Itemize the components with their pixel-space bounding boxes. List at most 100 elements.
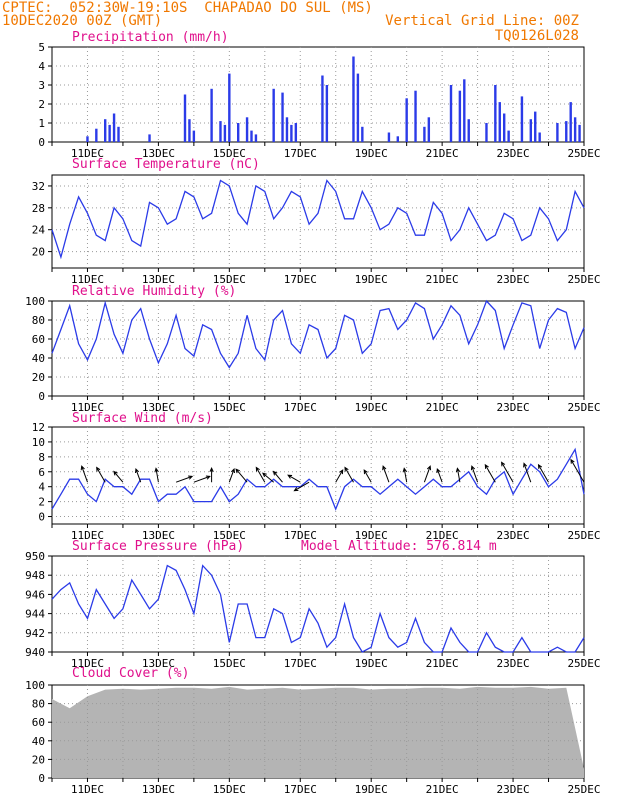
wind-arrow [436, 468, 443, 483]
cloud-xtick-label: 15DEC [213, 783, 246, 796]
humidity-frame [51, 300, 585, 397]
wind-xtick-label: 15DEC [213, 529, 246, 542]
wind-arrow [262, 472, 275, 483]
cloud-xtick-label: 21DEC [426, 783, 459, 796]
precip-ytick-label: 4 [38, 60, 45, 73]
precip-ytick-label: 3 [38, 79, 45, 92]
wind-arrow [484, 463, 496, 483]
precip-bar [250, 130, 253, 142]
temperature-panel: 20 24 28 32 11DEC 13DEC 15DEC 17DEC 19DEC 21DEC 23… [32, 157, 601, 286]
humidity-xtick-label: 21DEC [426, 401, 459, 414]
pressure-xtick-label: 19DEC [355, 657, 388, 670]
wind-arrow [537, 463, 549, 483]
wind-title: Surface Wind (m/s) [72, 411, 213, 426]
precip-bar [467, 119, 470, 142]
precip-bar [210, 88, 213, 142]
wind-arrow [523, 462, 532, 483]
precip-bar [228, 73, 231, 142]
precip-bar [272, 88, 275, 142]
precip-bar [529, 119, 532, 142]
precip-bar [352, 56, 355, 142]
cloud-xtick-label: 25DEC [567, 783, 600, 796]
pressure-ytick-label: 950 [25, 550, 45, 563]
pressure-frame [51, 555, 585, 653]
precip-bar [108, 124, 111, 142]
pressure-ytick-label: 940 [25, 646, 45, 659]
wind-arrow [382, 465, 390, 483]
humidity-ytick-label: 0 [38, 390, 45, 403]
humidity-xtick-label: 11DEC [71, 401, 104, 414]
precip-bar [494, 85, 497, 142]
precip-bar [117, 126, 120, 142]
wind-xtick-label: 11DEC [71, 529, 104, 542]
precip-bar [294, 123, 298, 142]
cloud-ytick-label: 20 [32, 753, 45, 766]
wind-arrow [193, 475, 211, 483]
precip-bar [95, 128, 98, 142]
wind-arrow [209, 467, 214, 483]
pressure-ytick-label: 944 [25, 608, 45, 621]
wind-xtick-label: 13DEC [142, 529, 175, 542]
precip-bar [86, 136, 89, 142]
precip-bar [414, 90, 417, 142]
wind-ytick-label: 0 [38, 511, 45, 524]
humidity-ytick-label: 80 [32, 314, 45, 327]
precip-bar [321, 75, 324, 142]
wind-xtick-label: 25DEC [567, 529, 600, 542]
temperature-xtick-label: 19DEC [355, 273, 388, 286]
pressure-title: Surface Pressure (hPa) [72, 539, 244, 554]
cloud-panel: 0 20 40 60 80 100 11DEC 13DEC 15DEC 17DEC 19DEC 21D… [25, 666, 600, 796]
pressure-series-line [51, 564, 585, 653]
precip-bar [361, 126, 364, 142]
precip-bar [463, 79, 466, 142]
wind-arrow [235, 468, 248, 483]
wind-arrow [228, 468, 235, 483]
wind-arrow [80, 465, 88, 483]
precip-xtick-label: 11DEC [71, 147, 104, 160]
wind-arrow [287, 474, 301, 483]
precip-bar [290, 124, 293, 142]
precip-bar [556, 123, 559, 142]
wind-ytick-label: 10 [32, 436, 45, 449]
precip-bar [112, 113, 116, 142]
humidity-ytick-label: 20 [32, 371, 45, 384]
pressure-xtick-label: 25DEC [567, 657, 600, 670]
precip-bar [219, 121, 222, 142]
precip-bar [254, 134, 258, 142]
wind-arrow [272, 470, 283, 483]
humidity-xtick-label: 19DEC [355, 401, 388, 414]
wind-arrow [470, 465, 479, 483]
temperature-xtick-label: 15DEC [213, 273, 246, 286]
precip-bar [245, 117, 249, 142]
precip-bar [520, 96, 524, 142]
temperature-xtick-label: 23DEC [497, 273, 530, 286]
precip-frame [51, 46, 585, 143]
precip-bar [223, 124, 227, 142]
precip-bar [188, 119, 191, 142]
precip-xtick-label: 23DEC [497, 147, 530, 160]
pressure-model-altitude: Model Altitude: 576.814 m [301, 539, 497, 554]
temperature-xtick-label: 17DEC [284, 273, 317, 286]
wind-arrow [255, 466, 266, 483]
pressure-ytick-label: 946 [25, 588, 45, 601]
humidity-xtick-label: 25DEC [567, 401, 600, 414]
precip-bar [104, 119, 107, 142]
pressure-xtick-label: 17DEC [284, 657, 317, 670]
wind-ytick-label: 6 [38, 466, 45, 479]
header-run-date: 10DEC2020 00Z (GMT) [2, 13, 163, 29]
pressure-panel: 940 942 944 946 948 950 11DEC 13DEC 15DEC 17DEC 19… [25, 539, 600, 670]
pressure-xtick-label: 23DEC [497, 657, 530, 670]
precip-bar [507, 130, 510, 142]
precip-bar [192, 130, 196, 142]
precip-bar [538, 132, 541, 142]
precip-bar [148, 134, 151, 142]
wind-arrow [363, 469, 372, 483]
wind-ytick-label: 8 [38, 451, 45, 464]
precip-bar [183, 94, 187, 142]
wind-arrow [175, 475, 194, 483]
temperature-xtick-label: 25DEC [567, 273, 600, 286]
precip-bar [578, 124, 581, 142]
precip-ytick-label: 1 [38, 117, 45, 130]
cloud-title: Cloud Cover (%) [72, 666, 189, 681]
wind-xtick-label: 17DEC [284, 529, 317, 542]
